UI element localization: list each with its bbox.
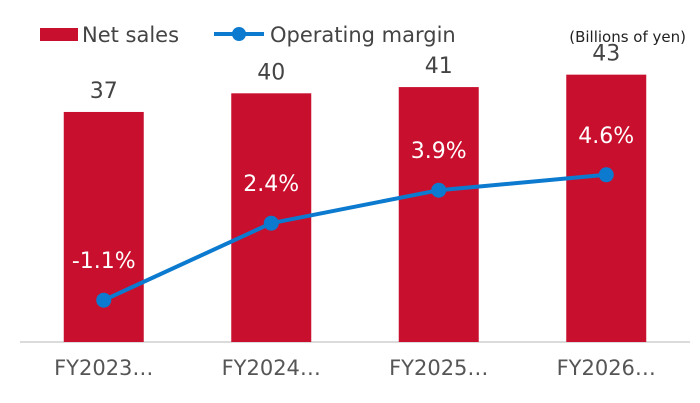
operating-margin-point-2 [263,215,279,231]
operating-margin-label-4: 4.6% [578,124,634,149]
x-tick-label-3: FY2025… [389,356,488,380]
legend-operating-margin-label: Operating margin [270,23,456,47]
bar-net-sales-3 [398,87,479,342]
bars-layer [63,74,647,343]
legend-net-sales-label: Net sales [82,23,179,47]
operating-margin-point-3 [431,182,447,198]
operating-margin-point-4 [598,167,614,183]
bar-value-label-4: 43 [592,42,620,67]
x-tick-label-4: FY2026… [557,356,656,380]
bar-values-layer: 37 40 41 43 [90,42,621,104]
operating-margin-point-1 [96,292,112,308]
bar-value-label-2: 40 [257,60,285,85]
bar-net-sales-4 [566,74,647,343]
operating-margin-label-3: 3.9% [411,139,467,164]
x-tick-label-2: FY2024… [222,356,321,380]
bar-value-label-3: 41 [425,54,453,79]
bar-value-label-1: 37 [90,79,118,104]
operating-margin-layer: -1.1% 2.4% 3.9% 4.6% [72,124,634,308]
operating-margin-line [102,172,607,303]
legend-operating-margin-marker [232,27,246,41]
x-axis-ticks: FY2023… FY2024… FY2025… FY2026… [54,356,656,380]
operating-margin-label-2: 2.4% [243,172,299,197]
x-tick-label-1: FY2023… [54,356,153,380]
unit-label: (Billions of yen) [569,28,686,46]
legend: Net sales Operating margin [40,23,456,47]
legend-net-sales-swatch [40,28,78,41]
operating-margin-label-1: -1.1% [72,249,136,274]
